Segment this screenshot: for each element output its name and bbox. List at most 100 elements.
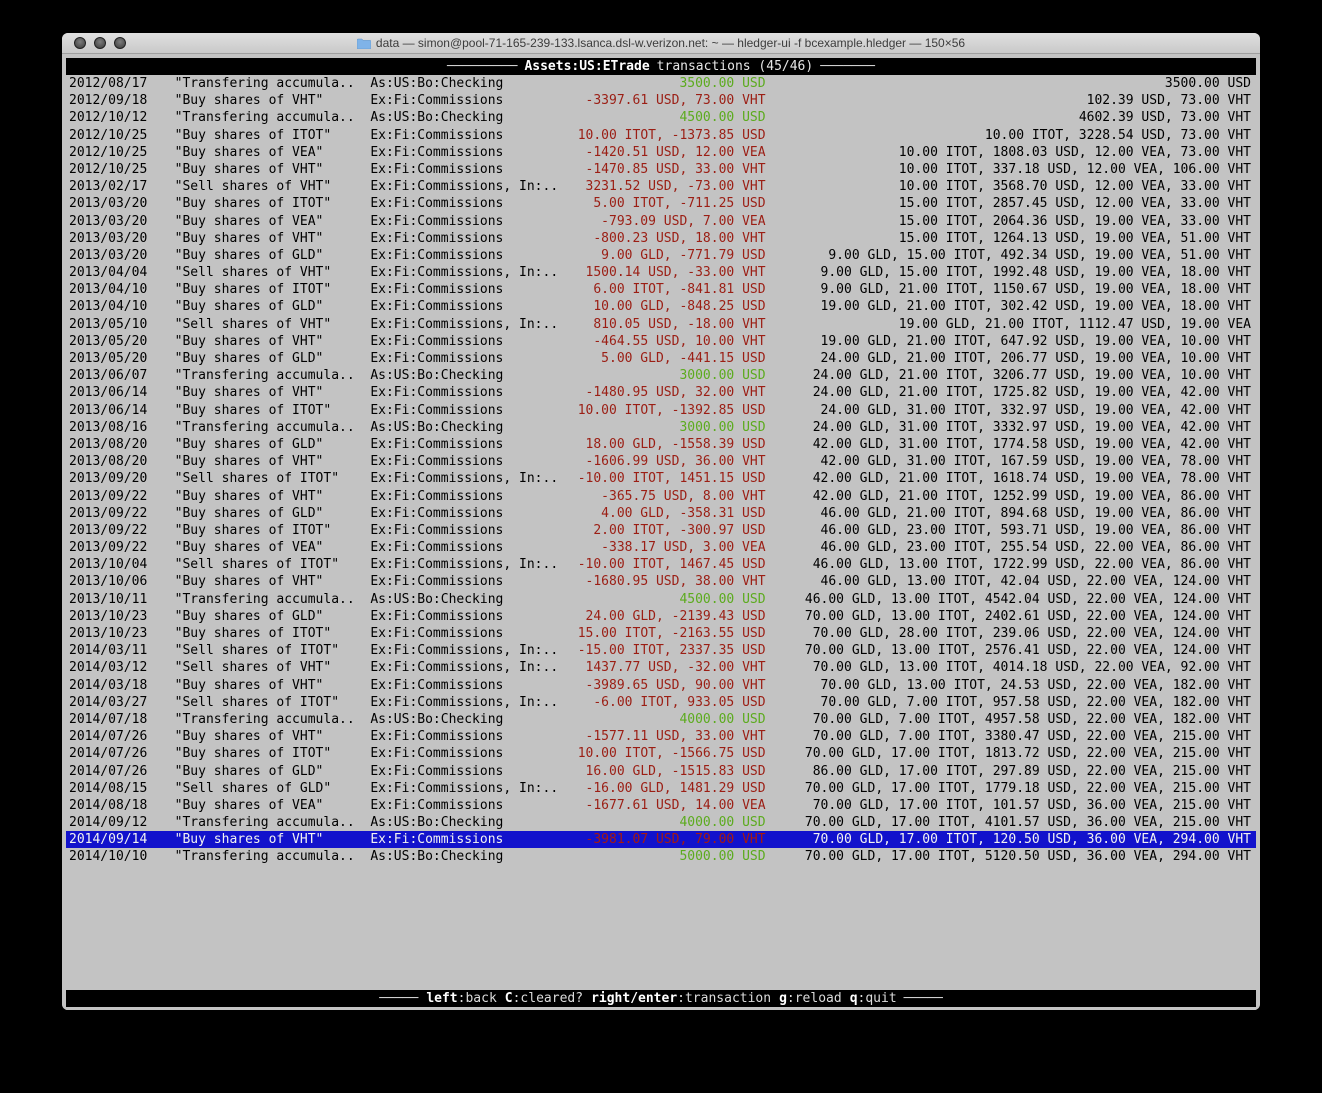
transaction-row[interactable]: 2014/03/11 "Sell shares of ITOT" Ex:Fi:Com… [66, 642, 1256, 659]
transaction-row[interactable]: 2013/05/20 "Buy shares of VHT" Ex:Fi:Commi… [66, 333, 1256, 350]
txn-date: 2013/04/04 [69, 265, 148, 281]
transaction-row[interactable]: 2013/06/14 "Buy shares of ITOT" Ex:Fi:Comm… [66, 402, 1256, 419]
txn-description: "Buy shares of ITOT" [174, 746, 332, 762]
transaction-row[interactable]: 2012/10/25 "Buy shares of VEA" Ex:Fi:Commi… [66, 144, 1256, 161]
txn-description: "Sell shares of GLD" [174, 780, 332, 796]
transaction-row[interactable]: 2013/10/23 "Buy shares of GLD" Ex:Fi:Commi… [66, 608, 1256, 625]
transaction-row[interactable]: 2014/09/12 "Transfering accumula.. As:US:B… [66, 814, 1256, 831]
txn-account: Ex:Fi:Commissions, In:.. [370, 265, 559, 281]
txn-amount: 2.00 ITOT, -300.97 USD [593, 522, 766, 538]
txn-description: "Sell shares of ITOT" [174, 471, 340, 487]
transaction-row[interactable]: 2013/09/22 "Buy shares of GLD" Ex:Fi:Commi… [66, 505, 1256, 522]
transaction-row[interactable]: 2013/10/04 "Sell shares of ITOT" Ex:Fi:Com… [66, 556, 1256, 573]
transaction-row[interactable]: 2013/08/20 "Buy shares of VHT" Ex:Fi:Commi… [66, 453, 1256, 470]
txn-date: 2013/10/06 [69, 574, 148, 590]
txn-balance: 70.00 GLD, 7.00 ITOT, 4957.58 USD, 22.00… [812, 711, 1251, 727]
txn-account: Ex:Fi:Commissions [370, 488, 504, 504]
txn-amount: 3000.00 USD [679, 368, 766, 384]
txn-balance: 19.00 GLD, 21.00 ITOT, 302.42 USD, 19.00… [820, 299, 1251, 315]
txn-account: Ex:Fi:Commissions [370, 574, 504, 590]
txn-account: Ex:Fi:Commissions [370, 608, 504, 624]
txn-date: 2013/06/07 [69, 368, 148, 384]
transaction-row[interactable]: 2013/04/04 "Sell shares of VHT" Ex:Fi:Comm… [66, 264, 1256, 281]
transaction-row[interactable]: 2013/02/17 "Sell shares of VHT" Ex:Fi:Comm… [66, 178, 1256, 195]
transaction-row[interactable]: 2014/07/26 "Buy shares of ITOT" Ex:Fi:Comm… [66, 745, 1256, 762]
transaction-row[interactable]: 2013/09/20 "Sell shares of ITOT" Ex:Fi:Com… [66, 470, 1256, 487]
transaction-row[interactable]: 2013/03/20 "Buy shares of GLD" Ex:Fi:Commi… [66, 247, 1256, 264]
txn-amount: 4.00 GLD, -358.31 USD [601, 505, 766, 521]
txn-balance: 46.00 GLD, 13.00 ITOT, 4542.04 USD, 22.0… [804, 591, 1251, 607]
txn-description: "Buy shares of VHT" [174, 385, 324, 401]
txn-description: "Sell shares of VHT" [174, 265, 332, 281]
txn-balance: 42.00 GLD, 21.00 ITOT, 1618.74 USD, 19.0… [812, 471, 1251, 487]
txn-description: "Buy shares of VHT" [174, 574, 324, 590]
txn-description: "Buy shares of VHT" [174, 729, 324, 745]
transaction-row[interactable]: 2013/09/22 "Buy shares of ITOT" Ex:Fi:Comm… [66, 522, 1256, 539]
transaction-row[interactable]: 2012/09/18 "Buy shares of VHT" Ex:Fi:Commi… [66, 92, 1256, 109]
txn-account: As:US:Bo:Checking [370, 419, 504, 435]
close-button[interactable] [74, 37, 86, 49]
txn-account: Ex:Fi:Commissions [370, 522, 504, 538]
transaction-row[interactable]: 2014/07/26 "Buy shares of VHT" Ex:Fi:Commi… [66, 728, 1256, 745]
transaction-row[interactable]: 2013/03/20 "Buy shares of VHT" Ex:Fi:Commi… [66, 230, 1256, 247]
txn-description: "Buy shares of VEA" [174, 797, 324, 813]
txn-amount: -3989.65 USD, 90.00 VHT [585, 677, 766, 693]
txn-amount: 9.00 GLD, -771.79 USD [601, 247, 766, 263]
txn-description: "Buy shares of GLD" [174, 351, 324, 366]
txn-balance: 24.00 GLD, 21.00 ITOT, 3206.77 USD, 19.0… [812, 368, 1251, 384]
transaction-row[interactable]: 2014/09/14 "Buy shares of VHT" Ex:Fi:Commi… [66, 831, 1256, 849]
txn-account: Ex:Fi:Commissions, In:.. [370, 660, 559, 676]
transaction-row[interactable]: 2013/05/20 "Buy shares of GLD" Ex:Fi:Commi… [66, 350, 1256, 367]
txn-date: 2012/09/18 [69, 93, 148, 109]
titlebar[interactable]: data — simon@pool-71-165-239-133.lsanca.… [62, 33, 1260, 54]
txn-date: 2013/10/23 [69, 626, 148, 641]
transaction-row[interactable]: 2013/10/23 "Buy shares of ITOT" Ex:Fi:Comm… [66, 625, 1256, 642]
transaction-row[interactable]: 2013/04/10 "Buy shares of ITOT" Ex:Fi:Comm… [66, 281, 1256, 298]
header-border-right: ─────── [820, 59, 876, 74]
transaction-row[interactable]: 2014/08/15 "Sell shares of GLD" Ex:Fi:Comm… [66, 780, 1256, 797]
transaction-row[interactable]: 2012/08/17 "Transfering accumula.. As:US:B… [66, 75, 1256, 92]
txn-description: "Sell shares of VHT" [174, 316, 332, 332]
txn-description: "Buy shares of GLD" [174, 505, 324, 521]
txn-balance: 70.00 GLD, 28.00 ITOT, 239.06 USD, 22.00… [812, 626, 1251, 641]
transaction-row[interactable]: 2013/03/20 "Buy shares of ITOT" Ex:Fi:Comm… [66, 195, 1256, 212]
txn-description: "Buy shares of GLD" [174, 436, 324, 452]
transaction-row[interactable]: 2014/07/18 "Transfering accumula.. As:US:B… [66, 711, 1256, 728]
txn-amount: 3231.52 USD, -73.00 VHT [585, 179, 766, 195]
transaction-row[interactable]: 2014/07/26 "Buy shares of GLD" Ex:Fi:Commi… [66, 763, 1256, 780]
transaction-row[interactable]: 2012/10/25 "Buy shares of ITOT" Ex:Fi:Comm… [66, 127, 1256, 144]
transaction-row[interactable]: 2014/03/27 "Sell shares of ITOT" Ex:Fi:Com… [66, 694, 1256, 711]
txn-account: Ex:Fi:Commissions [370, 746, 504, 762]
transaction-row[interactable]: 2014/08/18 "Buy shares of VEA" Ex:Fi:Commi… [66, 797, 1256, 814]
transaction-row[interactable]: 2014/10/10 "Transfering accumula.. As:US:B… [66, 848, 1256, 865]
txn-account: Ex:Fi:Commissions, In:.. [370, 471, 559, 487]
transaction-row[interactable]: 2013/04/10 "Buy shares of GLD" Ex:Fi:Commi… [66, 298, 1256, 315]
transaction-row[interactable]: 2013/08/16 "Transfering accumula.. As:US:B… [66, 419, 1256, 436]
txn-amount: -1470.85 USD, 33.00 VHT [585, 161, 766, 177]
transaction-row[interactable]: 2012/10/25 "Buy shares of VHT" Ex:Fi:Commi… [66, 161, 1256, 178]
transaction-row[interactable]: 2014/03/12 "Sell shares of VHT" Ex:Fi:Comm… [66, 659, 1256, 676]
txn-amount: 3000.00 USD [679, 419, 766, 435]
txn-description: "Buy shares of VHT" [174, 93, 324, 109]
txn-amount: -365.75 USD, 8.00 VHT [601, 488, 766, 504]
transaction-row[interactable]: 2013/10/06 "Buy shares of VHT" Ex:Fi:Commi… [66, 573, 1256, 590]
transaction-row[interactable]: 2013/09/22 "Buy shares of VEA" Ex:Fi:Commi… [66, 539, 1256, 556]
transaction-row[interactable]: 2012/10/12 "Transfering accumula.. As:US:B… [66, 109, 1256, 126]
txn-account: Ex:Fi:Commissions [370, 677, 504, 693]
txn-balance: 70.00 GLD, 17.00 ITOT, 1779.18 USD, 22.0… [804, 780, 1251, 796]
zoom-button[interactable] [114, 37, 126, 49]
transaction-row[interactable]: 2013/08/20 "Buy shares of GLD" Ex:Fi:Commi… [66, 436, 1256, 453]
txn-description: "Buy shares of VEA" [174, 540, 324, 556]
txn-date: 2012/10/25 [69, 127, 148, 143]
txn-date: 2013/09/20 [69, 471, 148, 487]
txn-account: Ex:Fi:Commissions [370, 436, 504, 452]
transaction-row[interactable]: 2013/05/10 "Sell shares of VHT" Ex:Fi:Comm… [66, 316, 1256, 333]
transaction-row[interactable]: 2013/03/20 "Buy shares of VEA" Ex:Fi:Commi… [66, 213, 1256, 230]
txn-amount: -464.55 USD, 10.00 VHT [593, 333, 766, 349]
minimize-button[interactable] [94, 37, 106, 49]
transaction-row[interactable]: 2013/10/11 "Transfering accumula.. As:US:B… [66, 591, 1256, 608]
transaction-row[interactable]: 2013/06/07 "Transfering accumula.. As:US:B… [66, 367, 1256, 384]
transaction-row[interactable]: 2013/09/22 "Buy shares of VHT" Ex:Fi:Commi… [66, 488, 1256, 505]
transaction-row[interactable]: 2013/06/14 "Buy shares of VHT" Ex:Fi:Commi… [66, 384, 1256, 401]
transaction-row[interactable]: 2014/03/18 "Buy shares of VHT" Ex:Fi:Commi… [66, 677, 1256, 694]
